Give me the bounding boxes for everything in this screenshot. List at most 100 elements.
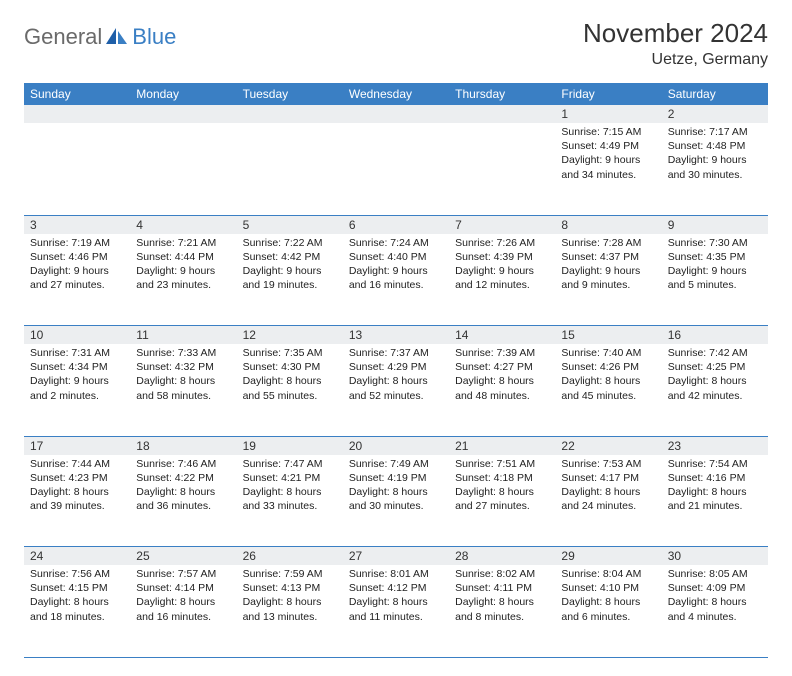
daylight-text: and 34 minutes. <box>561 168 655 182</box>
day-cell: Sunrise: 7:33 AMSunset: 4:32 PMDaylight:… <box>130 344 236 436</box>
sunset-text: Sunset: 4:17 PM <box>561 471 655 485</box>
day-number-cell: 21 <box>449 436 555 455</box>
day-number-cell: 15 <box>555 326 661 345</box>
day-cell: Sunrise: 7:30 AMSunset: 4:35 PMDaylight:… <box>662 234 768 326</box>
day-details: Sunrise: 7:53 AMSunset: 4:17 PMDaylight:… <box>555 455 661 518</box>
day-cell: Sunrise: 7:21 AMSunset: 4:44 PMDaylight:… <box>130 234 236 326</box>
day-number-cell: 23 <box>662 436 768 455</box>
daylight-text: and 23 minutes. <box>136 278 230 292</box>
daylight-text: Daylight: 9 hours <box>561 153 655 167</box>
day-cell <box>24 123 130 215</box>
sunrise-text: Sunrise: 7:44 AM <box>30 457 124 471</box>
daylight-text: Daylight: 9 hours <box>349 264 443 278</box>
day-details: Sunrise: 7:56 AMSunset: 4:15 PMDaylight:… <box>24 565 130 628</box>
sunset-text: Sunset: 4:15 PM <box>30 581 124 595</box>
day-cell: Sunrise: 7:49 AMSunset: 4:19 PMDaylight:… <box>343 455 449 547</box>
sunrise-text: Sunrise: 7:56 AM <box>30 567 124 581</box>
day-details: Sunrise: 7:57 AMSunset: 4:14 PMDaylight:… <box>130 565 236 628</box>
day-number-cell <box>237 105 343 123</box>
day-number-cell: 9 <box>662 215 768 234</box>
sunrise-text: Sunrise: 8:02 AM <box>455 567 549 581</box>
daylight-text: and 48 minutes. <box>455 389 549 403</box>
sunset-text: Sunset: 4:16 PM <box>668 471 762 485</box>
day-cell: Sunrise: 7:39 AMSunset: 4:27 PMDaylight:… <box>449 344 555 436</box>
sunrise-text: Sunrise: 7:46 AM <box>136 457 230 471</box>
day-content-row: Sunrise: 7:56 AMSunset: 4:15 PMDaylight:… <box>24 565 768 657</box>
day-number-cell: 26 <box>237 547 343 566</box>
brand-logo: General Blue <box>24 24 176 50</box>
sunset-text: Sunset: 4:37 PM <box>561 250 655 264</box>
day-details: Sunrise: 7:44 AMSunset: 4:23 PMDaylight:… <box>24 455 130 518</box>
sunrise-text: Sunrise: 7:42 AM <box>668 346 762 360</box>
daylight-text: and 19 minutes. <box>243 278 337 292</box>
day-number-cell: 24 <box>24 547 130 566</box>
sunrise-text: Sunrise: 7:28 AM <box>561 236 655 250</box>
day-details: Sunrise: 7:35 AMSunset: 4:30 PMDaylight:… <box>237 344 343 407</box>
day-cell: Sunrise: 7:31 AMSunset: 4:34 PMDaylight:… <box>24 344 130 436</box>
daylight-text: and 12 minutes. <box>455 278 549 292</box>
day-cell: Sunrise: 7:15 AMSunset: 4:49 PMDaylight:… <box>555 123 661 215</box>
daylight-text: and 5 minutes. <box>668 278 762 292</box>
day-details: Sunrise: 7:40 AMSunset: 4:26 PMDaylight:… <box>555 344 661 407</box>
day-content-row: Sunrise: 7:19 AMSunset: 4:46 PMDaylight:… <box>24 234 768 326</box>
sunrise-text: Sunrise: 7:54 AM <box>668 457 762 471</box>
day-details: Sunrise: 7:22 AMSunset: 4:42 PMDaylight:… <box>237 234 343 297</box>
weekday-header: Thursday <box>449 83 555 105</box>
sunset-text: Sunset: 4:49 PM <box>561 139 655 153</box>
sail-icon <box>106 28 128 46</box>
sunset-text: Sunset: 4:40 PM <box>349 250 443 264</box>
daylight-text: Daylight: 8 hours <box>455 485 549 499</box>
daylight-text: Daylight: 8 hours <box>349 595 443 609</box>
weekday-header: Tuesday <box>237 83 343 105</box>
day-details: Sunrise: 7:51 AMSunset: 4:18 PMDaylight:… <box>449 455 555 518</box>
day-number-cell: 27 <box>343 547 449 566</box>
brand-blue: Blue <box>132 24 176 50</box>
daylight-text: and 58 minutes. <box>136 389 230 403</box>
day-details: Sunrise: 7:28 AMSunset: 4:37 PMDaylight:… <box>555 234 661 297</box>
daylight-text: Daylight: 8 hours <box>668 485 762 499</box>
daylight-text: and 27 minutes. <box>455 499 549 513</box>
day-cell: Sunrise: 7:57 AMSunset: 4:14 PMDaylight:… <box>130 565 236 657</box>
day-number-cell: 13 <box>343 326 449 345</box>
sunset-text: Sunset: 4:35 PM <box>668 250 762 264</box>
day-cell: Sunrise: 7:59 AMSunset: 4:13 PMDaylight:… <box>237 565 343 657</box>
day-cell: Sunrise: 8:02 AMSunset: 4:11 PMDaylight:… <box>449 565 555 657</box>
day-number-cell: 8 <box>555 215 661 234</box>
daylight-text: and 36 minutes. <box>136 499 230 513</box>
sunset-text: Sunset: 4:26 PM <box>561 360 655 374</box>
day-number-cell: 3 <box>24 215 130 234</box>
daylight-text: Daylight: 8 hours <box>668 595 762 609</box>
day-number-cell: 28 <box>449 547 555 566</box>
day-number-cell: 22 <box>555 436 661 455</box>
day-number-cell: 2 <box>662 105 768 123</box>
daylight-text: Daylight: 8 hours <box>561 374 655 388</box>
sunrise-text: Sunrise: 7:22 AM <box>243 236 337 250</box>
sunrise-text: Sunrise: 7:49 AM <box>349 457 443 471</box>
calendar-table: Sunday Monday Tuesday Wednesday Thursday… <box>24 83 768 658</box>
daylight-text: Daylight: 9 hours <box>668 264 762 278</box>
day-details: Sunrise: 8:02 AMSunset: 4:11 PMDaylight:… <box>449 565 555 628</box>
sunrise-text: Sunrise: 7:31 AM <box>30 346 124 360</box>
sunset-text: Sunset: 4:34 PM <box>30 360 124 374</box>
day-number-cell: 12 <box>237 326 343 345</box>
day-number-cell: 29 <box>555 547 661 566</box>
sunset-text: Sunset: 4:13 PM <box>243 581 337 595</box>
day-cell: Sunrise: 7:35 AMSunset: 4:30 PMDaylight:… <box>237 344 343 436</box>
daylight-text: Daylight: 9 hours <box>30 374 124 388</box>
day-number-cell <box>24 105 130 123</box>
weekday-header: Saturday <box>662 83 768 105</box>
day-details: Sunrise: 7:46 AMSunset: 4:22 PMDaylight:… <box>130 455 236 518</box>
sunrise-text: Sunrise: 7:51 AM <box>455 457 549 471</box>
sunset-text: Sunset: 4:21 PM <box>243 471 337 485</box>
sunset-text: Sunset: 4:10 PM <box>561 581 655 595</box>
day-cell: Sunrise: 7:51 AMSunset: 4:18 PMDaylight:… <box>449 455 555 547</box>
location: Uetze, Germany <box>583 51 768 69</box>
day-details: Sunrise: 7:15 AMSunset: 4:49 PMDaylight:… <box>555 123 661 186</box>
daylight-text: and 42 minutes. <box>668 389 762 403</box>
daylight-text: and 33 minutes. <box>243 499 337 513</box>
day-cell <box>449 123 555 215</box>
sunrise-text: Sunrise: 8:01 AM <box>349 567 443 581</box>
day-number-cell: 25 <box>130 547 236 566</box>
daylight-text: Daylight: 8 hours <box>30 595 124 609</box>
daylight-text: and 21 minutes. <box>668 499 762 513</box>
